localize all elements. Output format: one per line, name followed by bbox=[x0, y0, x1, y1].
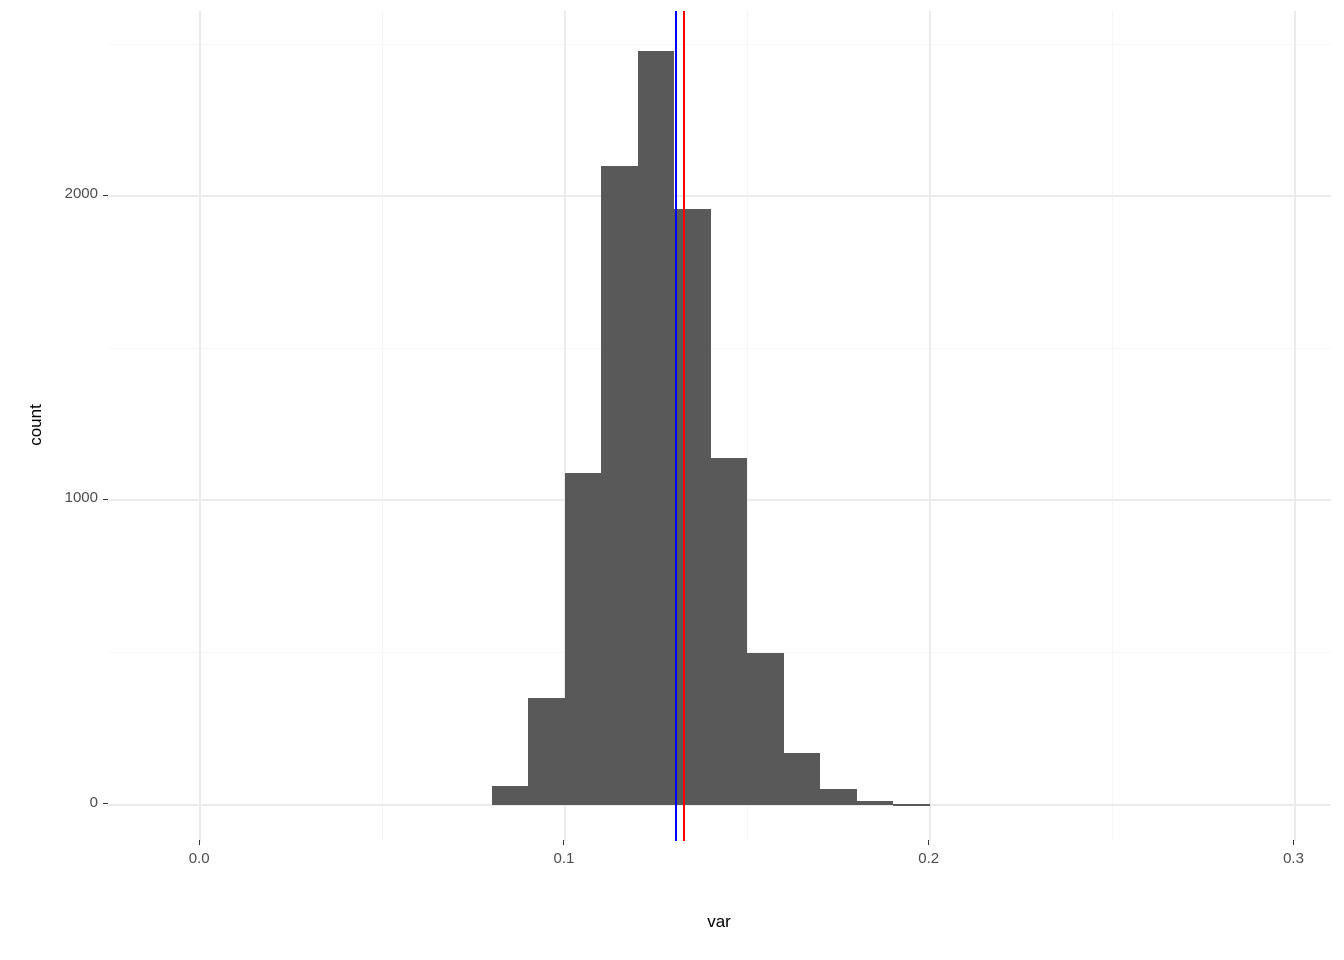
y-tick-label: 2000 bbox=[38, 185, 98, 202]
histogram-bar bbox=[857, 801, 893, 805]
y-axis-title: count bbox=[26, 395, 46, 455]
histogram-bar bbox=[528, 698, 564, 804]
histogram-bar bbox=[638, 51, 674, 805]
x-tick-label: 0.3 bbox=[1254, 850, 1334, 867]
histogram-bar bbox=[711, 458, 747, 805]
histogram-bar bbox=[565, 473, 601, 804]
grid-major-horizontal bbox=[109, 195, 1331, 197]
histogram-bar bbox=[893, 804, 929, 806]
histogram-bar bbox=[784, 753, 820, 805]
histogram-bar bbox=[820, 789, 856, 804]
histogram-bar bbox=[492, 786, 528, 804]
histogram-bar bbox=[601, 166, 637, 804]
grid-major-vertical bbox=[199, 11, 201, 841]
histogram-chart: count var 0.0 0.1 0.2 0.3 0 1000 2000 bbox=[0, 0, 1344, 960]
grid-minor-horizontal bbox=[109, 348, 1331, 349]
histogram-bar bbox=[674, 209, 710, 805]
x-tick-mark bbox=[1293, 840, 1294, 845]
x-tick-label: 0.0 bbox=[159, 850, 239, 867]
grid-minor-vertical bbox=[1112, 11, 1113, 841]
reference-vline bbox=[675, 11, 677, 841]
plot-panel bbox=[108, 10, 1332, 842]
x-tick-label: 0.1 bbox=[524, 850, 604, 867]
y-tick-mark bbox=[103, 195, 108, 196]
grid-major-vertical bbox=[929, 11, 931, 841]
x-axis-title: var bbox=[108, 912, 1330, 932]
grid-minor-horizontal bbox=[109, 44, 1331, 45]
x-tick-mark bbox=[563, 840, 564, 845]
x-tick-label: 0.2 bbox=[889, 850, 969, 867]
x-tick-mark bbox=[199, 840, 200, 845]
grid-minor-vertical bbox=[382, 11, 383, 841]
y-tick-label: 1000 bbox=[38, 489, 98, 506]
y-tick-mark bbox=[103, 499, 108, 500]
y-tick-label: 0 bbox=[38, 794, 98, 811]
grid-major-vertical bbox=[1294, 11, 1296, 841]
reference-vline bbox=[683, 11, 685, 841]
histogram-bar bbox=[747, 653, 783, 805]
x-tick-mark bbox=[928, 840, 929, 845]
y-tick-mark bbox=[103, 803, 108, 804]
